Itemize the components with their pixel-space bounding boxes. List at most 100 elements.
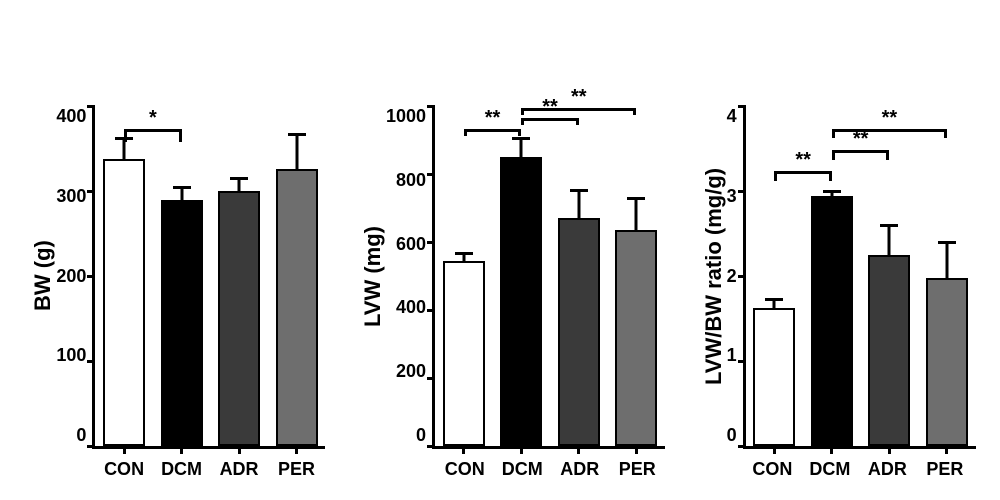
- bar-per: [918, 278, 976, 446]
- error-cap: [765, 298, 783, 301]
- bar-con: [746, 308, 804, 446]
- error-bar: [123, 138, 126, 158]
- y-tick-mark: [738, 275, 746, 278]
- y-tick-label: 200: [396, 361, 426, 382]
- bars-group: [746, 106, 976, 446]
- panel-lvw: LVW (mg)10008006004002000******CONDCMADR…: [354, 106, 666, 480]
- bar: [615, 230, 657, 446]
- y-tick-label: 800: [396, 170, 426, 191]
- y-tick-mark: [738, 190, 746, 193]
- x-tick-mark: [577, 446, 580, 454]
- bars-group: [95, 106, 325, 446]
- bar-con: [95, 159, 153, 446]
- error-cap: [512, 137, 530, 140]
- x-tick-label: PER: [609, 459, 667, 480]
- x-tick-mark: [520, 446, 523, 454]
- x-tick-mark: [295, 446, 298, 454]
- error-bar: [635, 199, 638, 230]
- y-tick-label: 2: [727, 266, 737, 287]
- error-cap: [627, 197, 645, 200]
- bar: [500, 157, 542, 446]
- y-tick-labels: 10008006004002000: [386, 106, 432, 446]
- error-cap: [230, 177, 248, 180]
- x-tick-mark: [888, 446, 891, 454]
- x-tick-label: PER: [268, 459, 326, 480]
- bar: [443, 261, 485, 446]
- bar: [276, 169, 318, 446]
- error-cap: [823, 190, 841, 193]
- error-bar: [295, 135, 298, 169]
- bars-group: [435, 106, 665, 446]
- x-tick-label: ADR: [859, 459, 917, 480]
- y-tick-label: 400: [56, 106, 86, 127]
- y-tick-label: 1: [727, 345, 737, 366]
- y-tick-mark: [738, 105, 746, 108]
- bar-dcm: [493, 157, 551, 446]
- error-bar: [888, 225, 891, 255]
- x-tick-mark: [773, 446, 776, 454]
- y-tick-mark: [87, 360, 95, 363]
- plot-area: *: [92, 106, 325, 449]
- x-tick-label: CON: [744, 459, 802, 480]
- bar-adr: [861, 255, 919, 446]
- ylabel: LVW (mg): [354, 106, 386, 446]
- x-tick-label: CON: [436, 459, 494, 480]
- bar: [811, 196, 853, 446]
- error-bar: [180, 188, 183, 200]
- x-tick-mark: [945, 446, 948, 454]
- x-tick-mark: [830, 446, 833, 454]
- x-tick-mark: [123, 446, 126, 454]
- y-tick-label: 0: [727, 425, 737, 446]
- figure: BW (g)4003002001000*CONDCMADRPERLVW (mg)…: [0, 0, 1000, 500]
- error-bar: [945, 242, 948, 278]
- x-tick-label: CON: [95, 459, 153, 480]
- error-bar: [520, 138, 523, 157]
- panel-bw: BW (g)400 300 200 100 0 *CONDCMADRPER: [24, 106, 325, 480]
- y-tick-mark: [427, 309, 435, 312]
- bar: [161, 200, 203, 447]
- y-tick-label: 300: [56, 186, 86, 207]
- y-tick-label: 100: [56, 345, 86, 366]
- ylabel: BW (g): [24, 106, 56, 446]
- y-tick-label: 0: [76, 425, 86, 446]
- y-tick-mark: [427, 445, 435, 448]
- error-cap: [173, 186, 191, 189]
- x-tick-label: PER: [916, 459, 974, 480]
- y-tick-mark: [427, 377, 435, 380]
- y-tick-label: 1000: [386, 106, 426, 127]
- error-cap: [570, 189, 588, 192]
- y-tick-mark: [87, 275, 95, 278]
- y-tick-mark: [427, 241, 435, 244]
- y-tick-mark: [87, 190, 95, 193]
- y-tick-mark: [427, 173, 435, 176]
- ylabel: LVW/BW ratio (mg/g): [695, 106, 727, 446]
- bar-adr: [210, 191, 268, 446]
- y-tick-mark: [87, 105, 95, 108]
- x-tick-label: DCM: [494, 459, 552, 480]
- x-tick-labels: CONDCMADRPER: [436, 449, 666, 480]
- bar: [558, 218, 600, 446]
- error-cap: [455, 252, 473, 255]
- bar-con: [435, 261, 493, 446]
- x-tick-label: ADR: [551, 459, 609, 480]
- x-tick-mark: [462, 446, 465, 454]
- y-tick-mark: [738, 445, 746, 448]
- x-tick-mark: [180, 446, 183, 454]
- plot-area: ******: [432, 106, 665, 449]
- bar: [926, 278, 968, 446]
- bar-dcm: [803, 196, 861, 446]
- x-tick-labels: CONDCMADRPER: [95, 449, 325, 480]
- y-tick-label: 0: [416, 425, 426, 446]
- bar-per: [608, 230, 666, 446]
- x-tick-label: ADR: [210, 459, 268, 480]
- y-tick-label: 600: [396, 234, 426, 255]
- bar: [868, 255, 910, 446]
- panel-ratio: LVW/BW ratio (mg/g)43210******CONDCMADRP…: [695, 106, 976, 480]
- y-tick-label: 200: [56, 266, 86, 287]
- y-tick-label: 3: [727, 186, 737, 207]
- error-cap: [938, 241, 956, 244]
- y-tick-mark: [427, 105, 435, 108]
- bar: [218, 191, 260, 446]
- bar-dcm: [153, 200, 211, 447]
- y-tick-mark: [87, 445, 95, 448]
